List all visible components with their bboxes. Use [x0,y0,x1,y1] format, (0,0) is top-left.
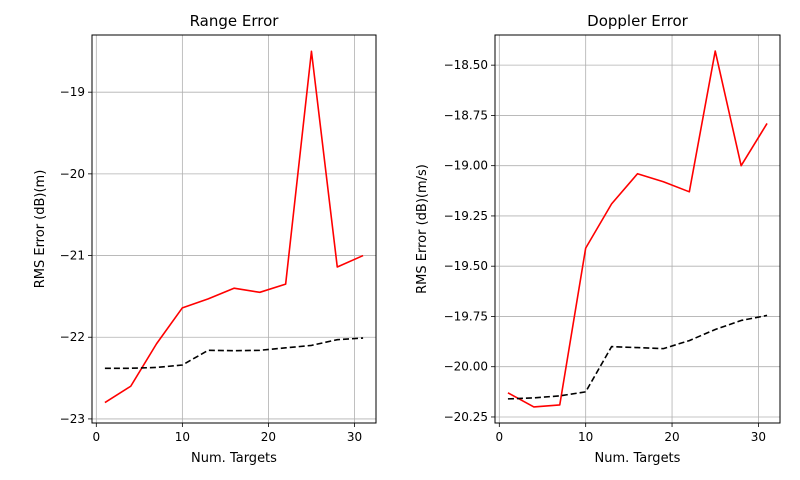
range-series-line-2 [104,337,364,370]
doppler-x-axis-label: Num. Targets [595,451,681,466]
range-series-line-1 [104,50,364,404]
doppler-ticks: 0 10 20 30 −20.25 −20.00 −19.75 −19.50 −19.25 −19… [444,58,766,444]
range-chart-title: Range Error [190,12,280,30]
range-y-tick-label: −19 [60,85,85,99]
doppler-error-panel: 0 10 20 30 −20.25 −20.00 −19.75 −19.50 −19.25 −19… [415,12,781,466]
range-y-tick-label: −22 [60,330,85,344]
doppler-grid [495,35,780,423]
range-error-panel: 0 10 20 30 −23 −22 −21 −20 −19 Range Error Num. … [33,12,377,466]
doppler-y-tick-label: −19.75 [444,309,488,323]
doppler-series [507,50,768,408]
doppler-y-tick-label: −20.25 [444,410,488,424]
range-x-axis-label: Num. Targets [191,451,277,466]
range-ticks: 0 10 20 30 −23 −22 −21 −20 −19 [60,85,362,444]
range-x-tick-label: 10 [175,430,190,444]
doppler-y-axis-label: RMS Error (dB)(m/s) [415,164,430,294]
doppler-x-tick-label: 30 [751,430,766,444]
range-x-tick-label: 20 [261,430,276,444]
doppler-chart-title: Doppler Error [587,12,688,30]
range-x-tick-label: 0 [92,430,100,444]
doppler-x-tick-label: 10 [578,430,593,444]
range-grid [92,35,376,423]
doppler-y-tick-label: −18.75 [444,108,488,122]
doppler-y-tick-label: −18.50 [444,58,488,72]
range-y-axis-label: RMS Error (dB)(m) [33,170,48,289]
doppler-x-tick-label: 0 [495,430,503,444]
doppler-y-tick-label: −19.50 [444,259,488,273]
range-series [104,50,364,404]
range-y-tick-label: −21 [60,249,85,263]
doppler-y-tick-label: −20.00 [444,360,488,374]
range-y-tick-label: −23 [60,412,85,426]
range-x-tick-label: 30 [347,430,362,444]
doppler-y-tick-label: −19.00 [444,159,488,173]
doppler-series-line-1 [507,50,768,408]
range-y-tick-label: −20 [60,167,85,181]
doppler-axes-frame [494,34,781,424]
doppler-series-line-2 [507,314,768,400]
doppler-y-tick-label: −19.25 [444,209,488,223]
range-axes-frame [91,34,377,424]
doppler-x-tick-label: 20 [664,430,679,444]
